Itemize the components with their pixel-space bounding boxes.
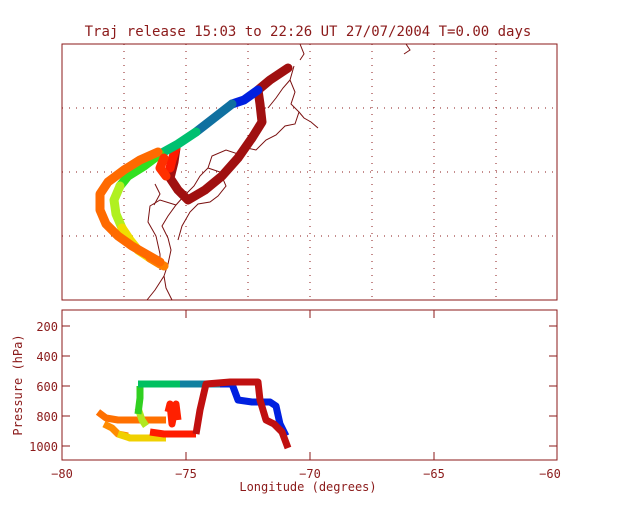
- trajectory-segment-teal: [191, 99, 237, 137]
- coastline: [146, 43, 411, 301]
- coastline-tip: [403, 43, 411, 55]
- trajectory-segment-redorange: [155, 153, 171, 181]
- xtick-label-m65: −65: [423, 467, 445, 481]
- trajectory-segment-yellowgreen: [109, 181, 127, 233]
- xtick-label-m70: −70: [299, 467, 321, 481]
- pressure-segment-darkred: [192, 378, 292, 450]
- pressure-segment-lowlevel-orange: [95, 409, 166, 424]
- xtick-label-m60: −60: [539, 467, 561, 481]
- xtick-label-m80: −80: [51, 467, 73, 481]
- pressure-segment-green-rise: [134, 386, 144, 415]
- coastline-island: [299, 43, 305, 61]
- pressure-segment-red-spikes: [164, 400, 182, 428]
- coastline-south: [146, 275, 165, 301]
- ytick-label-800: 800: [36, 410, 58, 424]
- y-ticks: [62, 325, 557, 447]
- xtick-label-m75: −75: [175, 467, 197, 481]
- trajectory-segment-orange-west: [95, 147, 165, 267]
- pressure-trajectories: [95, 378, 292, 450]
- chart-title: Traj release 15:03 to 22:26 UT 27/07/200…: [85, 24, 532, 40]
- map-panel: [61, 43, 558, 301]
- ytick-label-400: 400: [36, 350, 58, 364]
- pressure-segment-red-lowlevel: [149, 428, 196, 438]
- trajectory-segment-green: [155, 127, 201, 159]
- map-grid: [62, 44, 557, 300]
- y-axis-label: Pressure (hPa): [11, 334, 25, 435]
- trajectories: [95, 63, 293, 271]
- x-axis-label: Longitude (degrees): [239, 480, 376, 494]
- ytick-label-1000: 1000: [29, 440, 58, 454]
- coastline-bay2: [147, 199, 177, 270]
- coastline-peninsula: [267, 79, 291, 109]
- ytick-label-200: 200: [36, 320, 58, 334]
- ytick-label-600: 600: [36, 380, 58, 394]
- pressure-panel: 200 400 600 800 1000 −80 −75 −70 −65 −60…: [11, 309, 561, 494]
- pressure-segment-yellow: [116, 430, 166, 442]
- coastline-main: [161, 65, 300, 301]
- coastline-east: [298, 111, 319, 129]
- trajectory-segment-lime: [115, 149, 165, 191]
- coastline-land: [153, 183, 161, 206]
- trajectory-segment-red: [165, 143, 181, 173]
- x-ticks: [61, 310, 558, 460]
